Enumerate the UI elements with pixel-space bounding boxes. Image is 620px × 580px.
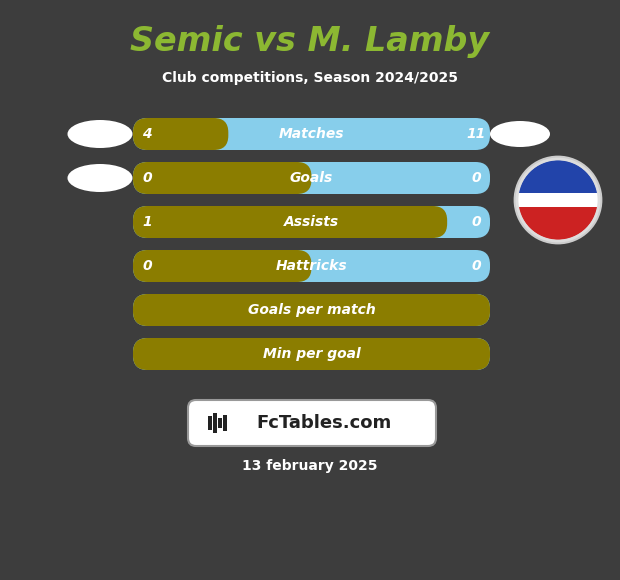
Ellipse shape [490,121,550,147]
FancyBboxPatch shape [133,118,228,150]
Text: 0: 0 [142,259,152,273]
FancyBboxPatch shape [133,294,490,326]
Text: Semic vs M. Lamby: Semic vs M. Lamby [130,26,490,59]
Text: Club competitions, Season 2024/2025: Club competitions, Season 2024/2025 [162,71,458,85]
FancyBboxPatch shape [133,250,311,282]
Text: Goals: Goals [290,171,333,185]
FancyBboxPatch shape [133,118,490,150]
FancyBboxPatch shape [133,294,490,326]
FancyBboxPatch shape [518,193,598,207]
Text: 1: 1 [142,215,152,229]
Text: 4: 4 [142,127,152,141]
FancyBboxPatch shape [208,416,211,430]
Text: 13 february 2025: 13 february 2025 [242,459,378,473]
FancyBboxPatch shape [133,162,490,194]
FancyBboxPatch shape [133,162,311,194]
Text: Matches: Matches [279,127,344,141]
FancyBboxPatch shape [133,338,490,370]
Ellipse shape [68,120,133,148]
FancyBboxPatch shape [213,413,216,433]
Wedge shape [518,160,598,200]
Text: 0: 0 [471,215,481,229]
Text: Assists: Assists [284,215,339,229]
FancyBboxPatch shape [218,418,221,428]
Wedge shape [518,200,598,240]
FancyBboxPatch shape [133,250,490,282]
FancyBboxPatch shape [133,206,447,238]
FancyBboxPatch shape [133,206,490,238]
Text: FcTables.com: FcTables.com [257,414,392,432]
Text: Goals per match: Goals per match [247,303,375,317]
Text: 0: 0 [471,171,481,185]
Text: 0: 0 [471,259,481,273]
Text: Hattricks: Hattricks [276,259,347,273]
FancyBboxPatch shape [188,400,436,446]
Circle shape [515,157,601,243]
Text: Min per goal: Min per goal [263,347,360,361]
Text: 11: 11 [466,127,485,141]
FancyBboxPatch shape [133,338,490,370]
Ellipse shape [68,164,133,192]
FancyBboxPatch shape [223,415,226,431]
Text: 0: 0 [142,171,152,185]
